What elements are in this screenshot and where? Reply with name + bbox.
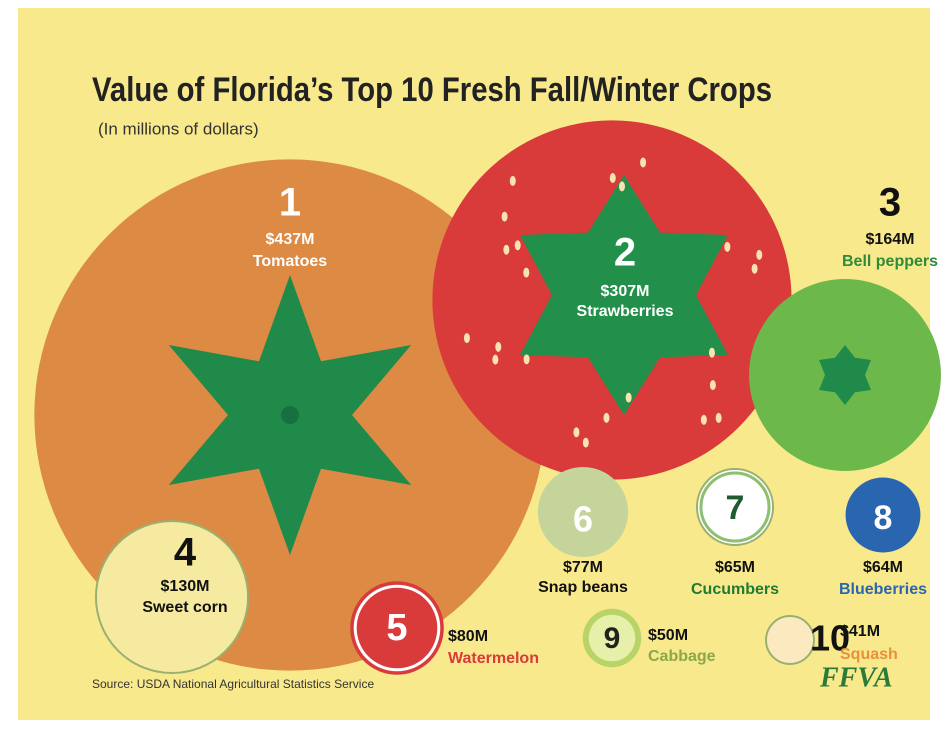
rank: 2 (614, 231, 636, 275)
decoration (716, 413, 722, 423)
crop-name: Watermelon (448, 650, 539, 667)
decoration (709, 348, 715, 358)
value-label: $130M (161, 578, 210, 595)
value-label: $164M (866, 231, 915, 248)
decoration (603, 413, 609, 423)
decoration (724, 242, 730, 252)
decoration (495, 342, 501, 352)
decoration (502, 212, 508, 222)
crop-bubble (96, 521, 248, 673)
decoration (510, 176, 516, 186)
decoration (752, 264, 758, 274)
value-label: $307M (601, 283, 650, 300)
decoration (756, 250, 762, 260)
decoration (573, 427, 579, 437)
decoration (701, 415, 707, 425)
infographic: Value of Florida’s Top 10 Fresh Fall/Win… (0, 0, 946, 736)
decoration (515, 240, 521, 250)
crop-name: Snap beans (538, 579, 628, 596)
decoration (524, 354, 530, 364)
chart-title: Value of Florida’s Top 10 Fresh Fall/Win… (92, 71, 772, 109)
decoration (503, 245, 509, 255)
rank: 4 (174, 531, 197, 575)
crop-name: Blueberries (839, 581, 927, 598)
decoration (281, 406, 299, 424)
crop-name: Strawberries (577, 303, 674, 320)
crop-name: Cucumbers (691, 581, 779, 598)
decoration (523, 268, 529, 278)
rank: 8 (874, 499, 893, 537)
subtitle: (In millions of dollars) (98, 119, 259, 138)
decoration (626, 393, 632, 403)
value-label: $77M (563, 559, 603, 576)
crop-name: Bell peppers (842, 253, 938, 270)
rank: 1 (279, 181, 301, 225)
logo: FFVA (819, 662, 893, 693)
value-label: $41M (840, 623, 880, 640)
decoration (610, 173, 616, 183)
value-label: $50M (648, 627, 688, 644)
value-label: $64M (863, 559, 903, 576)
source: Source: USDA National Agricultural Stati… (92, 677, 374, 691)
crop-name: Tomatoes (253, 253, 327, 270)
rank: 3 (879, 181, 901, 225)
value-label: $65M (715, 559, 755, 576)
crop-name: Cabbage (648, 648, 716, 665)
decoration (464, 333, 470, 343)
value-label: $80M (448, 628, 488, 645)
decoration (619, 181, 625, 191)
rank: 6 (573, 499, 593, 540)
value-label: $437M (266, 231, 315, 248)
rank: 9 (604, 622, 621, 655)
crop-name: Sweet corn (142, 599, 227, 616)
decoration (640, 157, 646, 167)
crop-bubble (766, 616, 814, 664)
crop-name: Squash (840, 646, 898, 663)
rank: 7 (726, 489, 745, 527)
decoration (583, 438, 589, 448)
decoration (710, 380, 716, 390)
decoration (492, 355, 498, 365)
rank: 5 (386, 607, 407, 649)
